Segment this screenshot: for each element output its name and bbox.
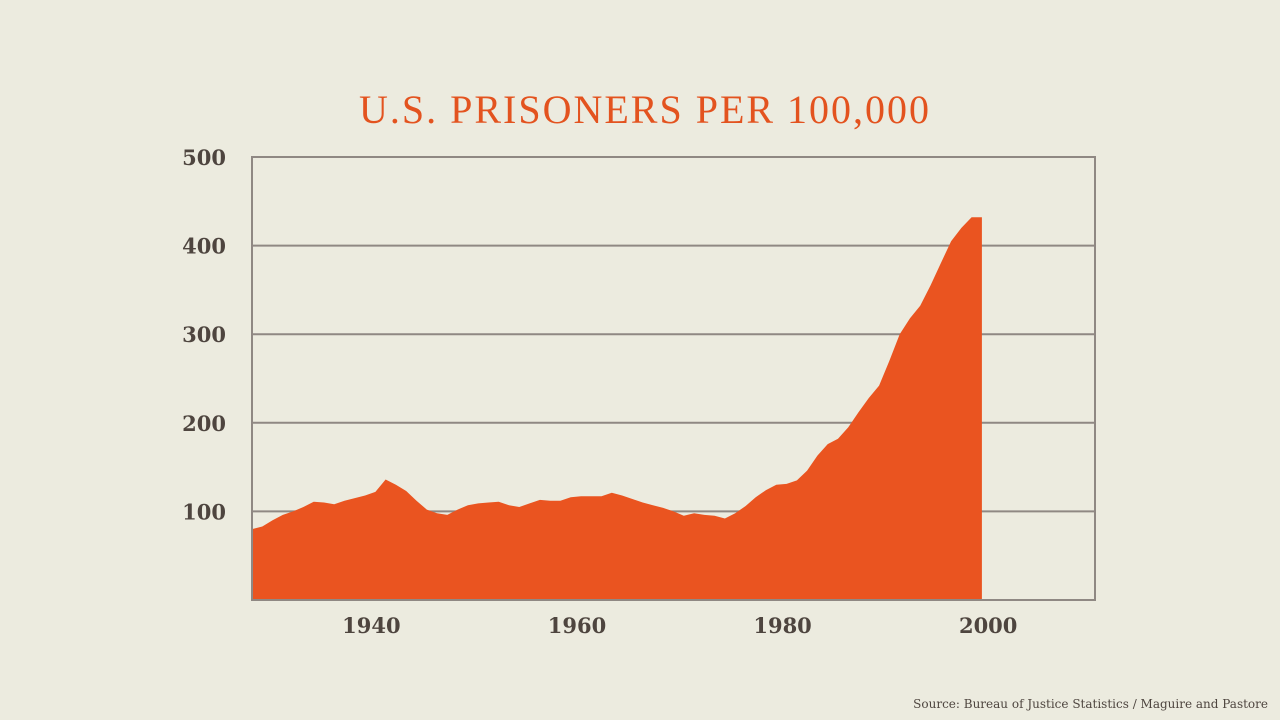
source-note: Source: Bureau of Justice Statistics / M… [913, 697, 1268, 711]
chart-title: U.S. PRISONERS PER 100,000 [358, 87, 932, 132]
data-area [252, 217, 982, 600]
y-tick-label: 100 [182, 499, 226, 524]
y-tick-label: 300 [182, 322, 226, 347]
chart-frame [251, 156, 1096, 601]
x-tick-label: 1940 [342, 613, 400, 638]
plot-border [251, 156, 1096, 601]
y-tick-label: 200 [182, 411, 226, 436]
x-axis-ticks: 1940 1960 1980 2000 [342, 613, 1017, 638]
x-tick-label: 1960 [548, 613, 606, 638]
x-tick-label: 2000 [959, 613, 1017, 638]
y-axis-ticks: 100 200 300 400 500 [182, 145, 226, 524]
y-tick-label: 500 [182, 145, 226, 170]
x-tick-label: 1980 [753, 613, 811, 638]
y-tick-label: 400 [182, 234, 226, 259]
